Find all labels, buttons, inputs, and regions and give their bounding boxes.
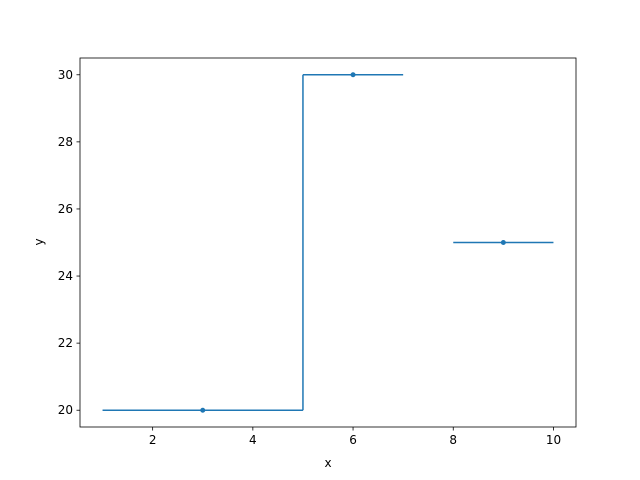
- y-tick-label-4: 28: [58, 135, 73, 149]
- series-marks: [102, 72, 554, 413]
- x-axis-label: x: [324, 456, 331, 470]
- y-tick-label-0: 20: [58, 403, 73, 417]
- y-tick-label-5: 30: [58, 68, 73, 82]
- y-tick-label-1: 22: [58, 336, 73, 350]
- x-tick-label-2: 6: [349, 433, 357, 447]
- y-tick-label-3: 26: [58, 202, 73, 216]
- x-tick-label-3: 8: [449, 433, 457, 447]
- axes-frame: [79, 57, 577, 428]
- y-tick-label-2: 24: [58, 269, 73, 283]
- x-tick-label-1: 4: [249, 433, 257, 447]
- x-tick-label-4: 10: [546, 433, 561, 447]
- data-point-1: [350, 72, 356, 78]
- x-axis: 2 4 6 8 10: [149, 427, 561, 447]
- x-tick-label-0: 2: [149, 433, 157, 447]
- data-point-2: [500, 240, 506, 245]
- y-axis: 20 22 24 26 28 30: [58, 68, 80, 417]
- y-axis-label: y: [32, 238, 46, 245]
- data-point-0: [200, 407, 206, 413]
